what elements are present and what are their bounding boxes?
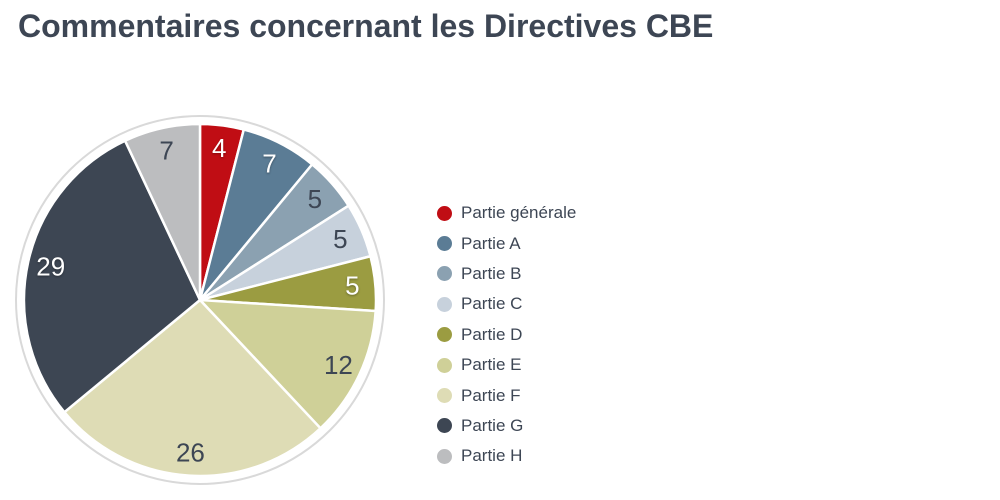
legend: Partie générale Partie A Partie B Partie C P… — [437, 198, 576, 472]
legend-item: Partie générale — [437, 198, 576, 228]
slice-value-label: 12 — [324, 350, 353, 380]
pie-slice-partie-h — [123, 122, 202, 302]
legend-label: Partie E — [461, 355, 522, 375]
legend-item: Partie C — [437, 289, 576, 319]
legend-label: Partie B — [461, 263, 522, 283]
legend-item: Partie D — [437, 320, 576, 350]
legend-swatch-icon — [437, 357, 452, 373]
legend-swatch-icon — [437, 418, 452, 434]
slice-value-label: 5 — [308, 184, 322, 214]
legend-item: Partie B — [437, 259, 576, 289]
slice-value-label: 7 — [159, 136, 173, 166]
pie-slice-partie-f — [63, 298, 322, 478]
legend-swatch-icon — [437, 236, 452, 252]
slice-value-label: 7 — [262, 149, 276, 179]
legend-swatch-icon — [437, 296, 452, 312]
legend-item: Partie F — [437, 380, 576, 410]
legend-swatch-icon — [437, 205, 452, 221]
legend-swatch-icon — [437, 388, 452, 404]
legend-item: Partie G — [437, 411, 576, 441]
legend-label: Partie A — [461, 233, 521, 253]
legend-label: Partie C — [461, 294, 523, 314]
slice-value-label: 5 — [345, 271, 359, 301]
legend-item: Partie A — [437, 228, 576, 258]
legend-swatch-icon — [437, 327, 452, 343]
legend-label: Partie F — [461, 385, 521, 405]
slice-value-label: 26 — [176, 438, 205, 468]
legend-swatch-icon — [437, 266, 452, 282]
legend-item: Partie H — [437, 441, 576, 471]
legend-swatch-icon — [437, 448, 452, 464]
legend-item: Partie E — [437, 350, 576, 380]
slice-value-label: 5 — [333, 224, 347, 254]
legend-label: Partie D — [461, 324, 523, 344]
pie-slice-partie-e — [198, 298, 377, 430]
chart-title: Commentaires concernant les Directives C… — [18, 8, 714, 44]
legend-label: Partie H — [461, 446, 523, 466]
slice-value-label: 4 — [212, 133, 226, 163]
legend-label: Partie G — [461, 415, 524, 435]
legend-label: Partie générale — [461, 203, 577, 223]
slice-value-label: 29 — [36, 252, 65, 282]
